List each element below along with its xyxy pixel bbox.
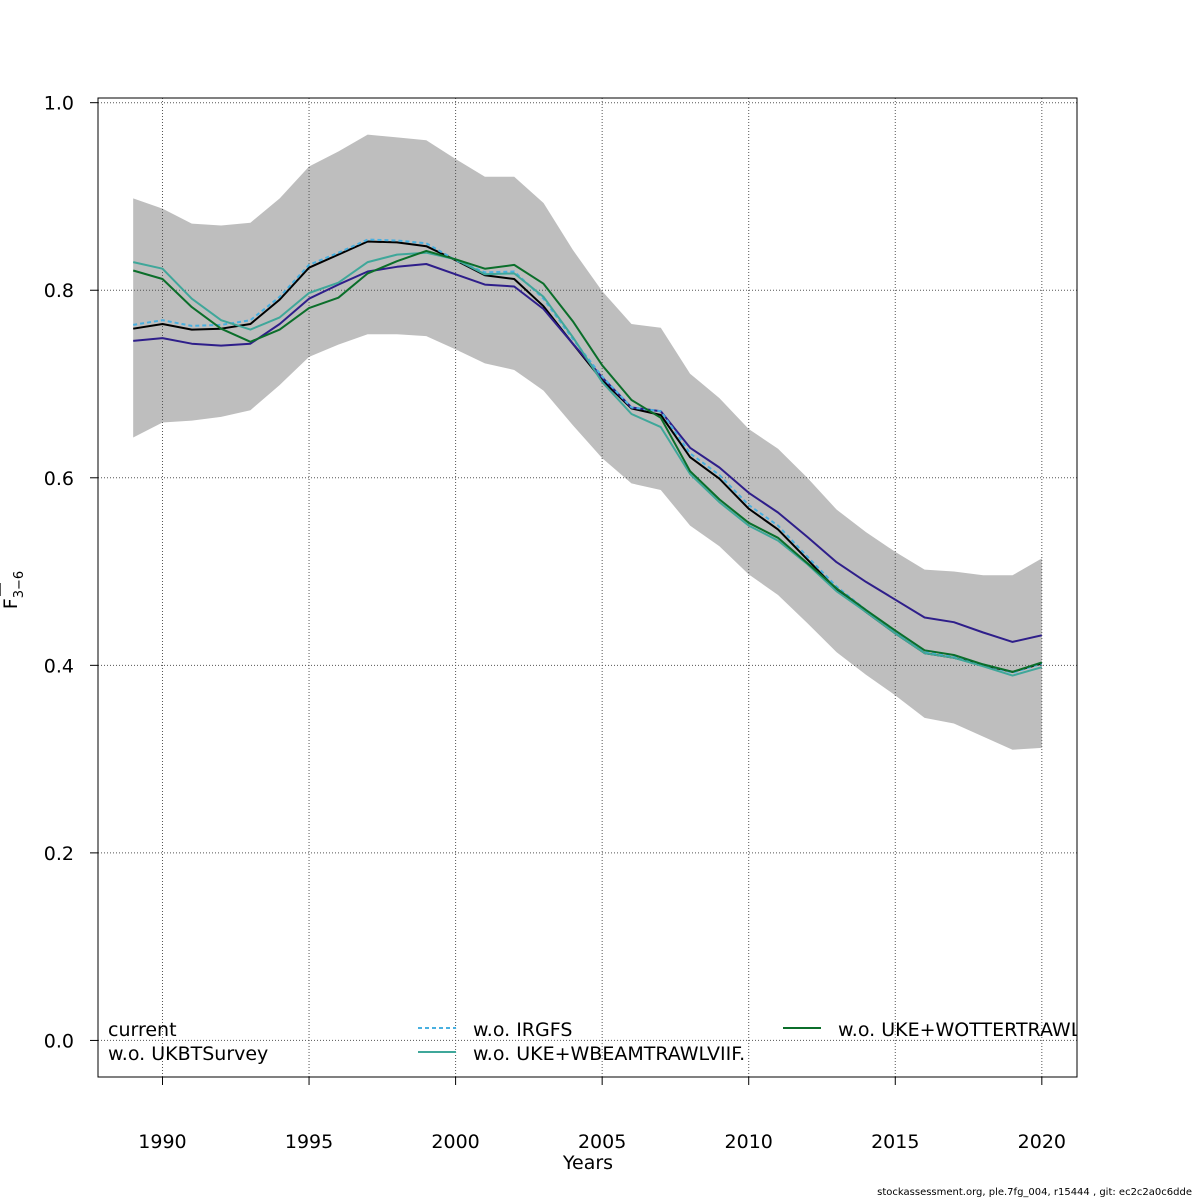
- legend-label-0: current: [108, 1019, 177, 1041]
- grid-layer: [98, 98, 1077, 1077]
- plot-frame: [97, 97, 1078, 1078]
- y-tick-label: 0.2: [44, 843, 74, 865]
- confidence-band: [133, 134, 1042, 750]
- y-axis-label-main: F3−6: [0, 571, 27, 609]
- legend-label-4: w.o. UKE+WOTTERTRAWL: [838, 1019, 1082, 1041]
- y-axis-label-letter: F: [0, 598, 22, 609]
- series-line-4: [132, 249, 1043, 673]
- x-axis: 1990 1995 2000 2005 2010 2015 2020: [138, 1077, 1066, 1153]
- confidence-band-layer: [133, 134, 1042, 750]
- legend-label-3: w.o. UKE+WBEAMTRAWLVIIF.: [473, 1043, 745, 1065]
- series-line-2: [133, 238, 1043, 674]
- y-tick-label: 1.0: [44, 93, 74, 115]
- legend-label-2: w.o. IRGFS: [473, 1019, 572, 1041]
- footer-credit: stockassessment.org, ple.7fg_004, r15444…: [877, 1187, 1192, 1198]
- x-tick-label: 2005: [578, 1131, 626, 1153]
- y-tick-label: 0.8: [44, 280, 74, 302]
- y-tick-label: 0.4: [44, 655, 74, 677]
- x-tick-label: 2010: [725, 1131, 773, 1153]
- x-axis-label: Years: [562, 1152, 613, 1174]
- y-axis-label: F3−6: [0, 571, 27, 609]
- series-layer: [132, 238, 1043, 677]
- y-axis: 0.0 0.2 0.4 0.6 0.8 1.0: [44, 93, 98, 1052]
- x-tick-label: 2015: [871, 1131, 919, 1153]
- x-tick-label: 2000: [431, 1131, 479, 1153]
- legend-label-1: w.o. UKBTSurvey: [108, 1043, 268, 1065]
- y-tick-label: 0.0: [44, 1030, 74, 1052]
- x-tick-label: 1995: [285, 1131, 333, 1153]
- x-tick-label: 1990: [138, 1131, 186, 1153]
- y-axis-label-subscript: 3−6: [12, 571, 27, 598]
- x-tick-label: 2020: [1018, 1131, 1066, 1153]
- series-line-3: [132, 251, 1043, 677]
- y-tick-label: 0.6: [44, 468, 74, 490]
